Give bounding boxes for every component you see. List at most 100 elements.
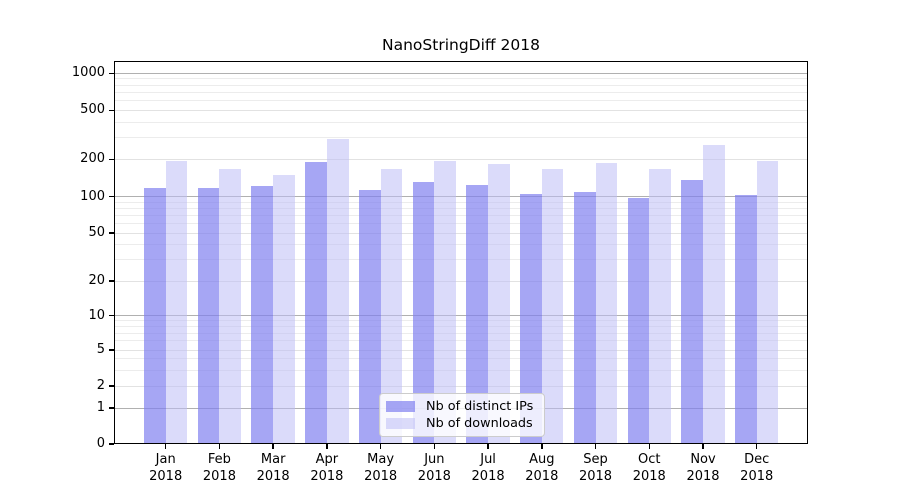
y-tick-label: 10 [88, 307, 105, 323]
legend-label-distinct-ips: Nb of distinct IPs [426, 399, 534, 414]
legend: Nb of distinct IPs Nb of downloads [379, 393, 545, 437]
legend-item-distinct-ips: Nb of distinct IPs [386, 399, 536, 414]
gridline [114, 280, 808, 282]
y-tick-label: 20 [88, 273, 105, 288]
y-tick-mark [109, 407, 114, 409]
x-tick-label: Jul 2018 [471, 452, 505, 484]
x-tick-mark [487, 444, 489, 449]
bar-distinct-ips-dec [735, 194, 757, 444]
x-tick-label: Dec 2018 [740, 452, 774, 484]
bar-distinct-ips-sep [573, 192, 596, 444]
bar-distinct-ips-jun [412, 182, 435, 444]
y-tick-label: 5 [96, 342, 105, 357]
x-tick-mark [379, 444, 382, 449]
gridline [114, 109, 808, 111]
y-tick-mark [109, 385, 114, 387]
x-tick-mark [272, 444, 274, 449]
bar-downloads-dec [756, 160, 779, 444]
legend-label-downloads: Nb of downloads [426, 416, 533, 431]
minor-gridline [114, 121, 808, 123]
bar-downloads-apr [326, 139, 349, 444]
bar-downloads-mar [273, 175, 295, 444]
legend-swatch-downloads [386, 418, 415, 429]
legend-item-downloads: Nb of downloads [386, 416, 536, 431]
bar-downloads-jan [165, 161, 188, 444]
gridline [114, 349, 808, 351]
minor-gridline [114, 326, 808, 328]
minor-gridline [114, 214, 808, 216]
bar-downloads-nov [703, 144, 725, 444]
y-tick-label: 2 [96, 378, 105, 393]
bar-distinct-ips-nov [681, 180, 703, 444]
x-tick-label: Apr 2018 [310, 452, 344, 484]
y-tick-mark [109, 280, 114, 282]
bar-downloads-jul [488, 164, 510, 444]
y-tick-label: 1 [96, 400, 105, 415]
minor-gridline [114, 207, 808, 209]
bar-downloads-sep [595, 162, 618, 444]
bar-distinct-ips-aug [520, 193, 542, 444]
y-tick-label: 1000 [71, 65, 105, 81]
minor-gridline [114, 137, 808, 139]
minor-gridline [114, 320, 808, 322]
y-tick-mark [109, 158, 114, 160]
y-tick-mark [109, 72, 114, 74]
gridline [114, 315, 808, 316]
chart-title: NanoStringDiff 2018 [382, 36, 540, 54]
y-tick-mark [109, 195, 114, 198]
legend-swatch-distinct-ips [386, 401, 415, 412]
x-tick-mark [702, 444, 704, 449]
minor-gridline [114, 222, 808, 224]
y-tick-label: 100 [80, 188, 105, 204]
minor-gridline [114, 100, 808, 102]
y-tick-mark [109, 109, 114, 111]
minor-gridline [114, 369, 808, 371]
bar-downloads-may [380, 169, 403, 444]
bar-distinct-ips-oct [627, 198, 650, 444]
x-tick-label: Nov 2018 [686, 452, 720, 484]
x-tick-mark [218, 444, 221, 449]
bar-distinct-ips-jan [144, 188, 166, 444]
minor-gridline [114, 78, 808, 80]
bar-downloads-feb [219, 169, 242, 444]
x-tick-mark [541, 444, 543, 449]
x-tick-mark [648, 444, 650, 449]
minor-gridline [114, 358, 808, 360]
x-tick-mark [594, 444, 597, 449]
gridline [114, 385, 808, 387]
y-tick-mark [109, 314, 114, 317]
minor-gridline [114, 201, 808, 203]
gridline [114, 72, 808, 74]
y-tick-label: 200 [80, 151, 105, 167]
y-tick-mark [109, 232, 114, 234]
bar-distinct-ips-feb [197, 188, 220, 444]
x-tick-label: Aug 2018 [525, 452, 559, 484]
bar-downloads-aug [541, 169, 564, 444]
y-tick-mark [109, 443, 114, 445]
minor-gridline [114, 91, 808, 93]
x-tick-mark [756, 444, 758, 449]
minor-gridline [114, 340, 808, 342]
x-tick-label: May 2018 [364, 452, 398, 484]
x-tick-label: Sep 2018 [578, 452, 613, 484]
x-tick-label: Jan 2018 [149, 452, 183, 484]
minor-gridline [114, 84, 808, 86]
minor-gridline [114, 332, 808, 334]
x-tick-label: Oct 2018 [632, 452, 666, 484]
gridline [114, 232, 808, 234]
minor-gridline [114, 244, 808, 246]
bar-downloads-jun [434, 160, 457, 444]
gridline [114, 196, 808, 197]
gridline [114, 158, 808, 160]
minor-gridline [114, 259, 808, 261]
y-tick-mark [109, 349, 114, 351]
y-tick-label: 0 [96, 436, 105, 451]
y-tick-label: 500 [80, 102, 105, 118]
bar-distinct-ips-jul [466, 185, 489, 444]
bar-distinct-ips-mar [251, 186, 274, 444]
x-tick-mark [165, 444, 167, 449]
x-tick-label: Mar 2018 [256, 452, 290, 484]
x-tick-mark [433, 444, 436, 449]
x-tick-mark [326, 444, 328, 449]
